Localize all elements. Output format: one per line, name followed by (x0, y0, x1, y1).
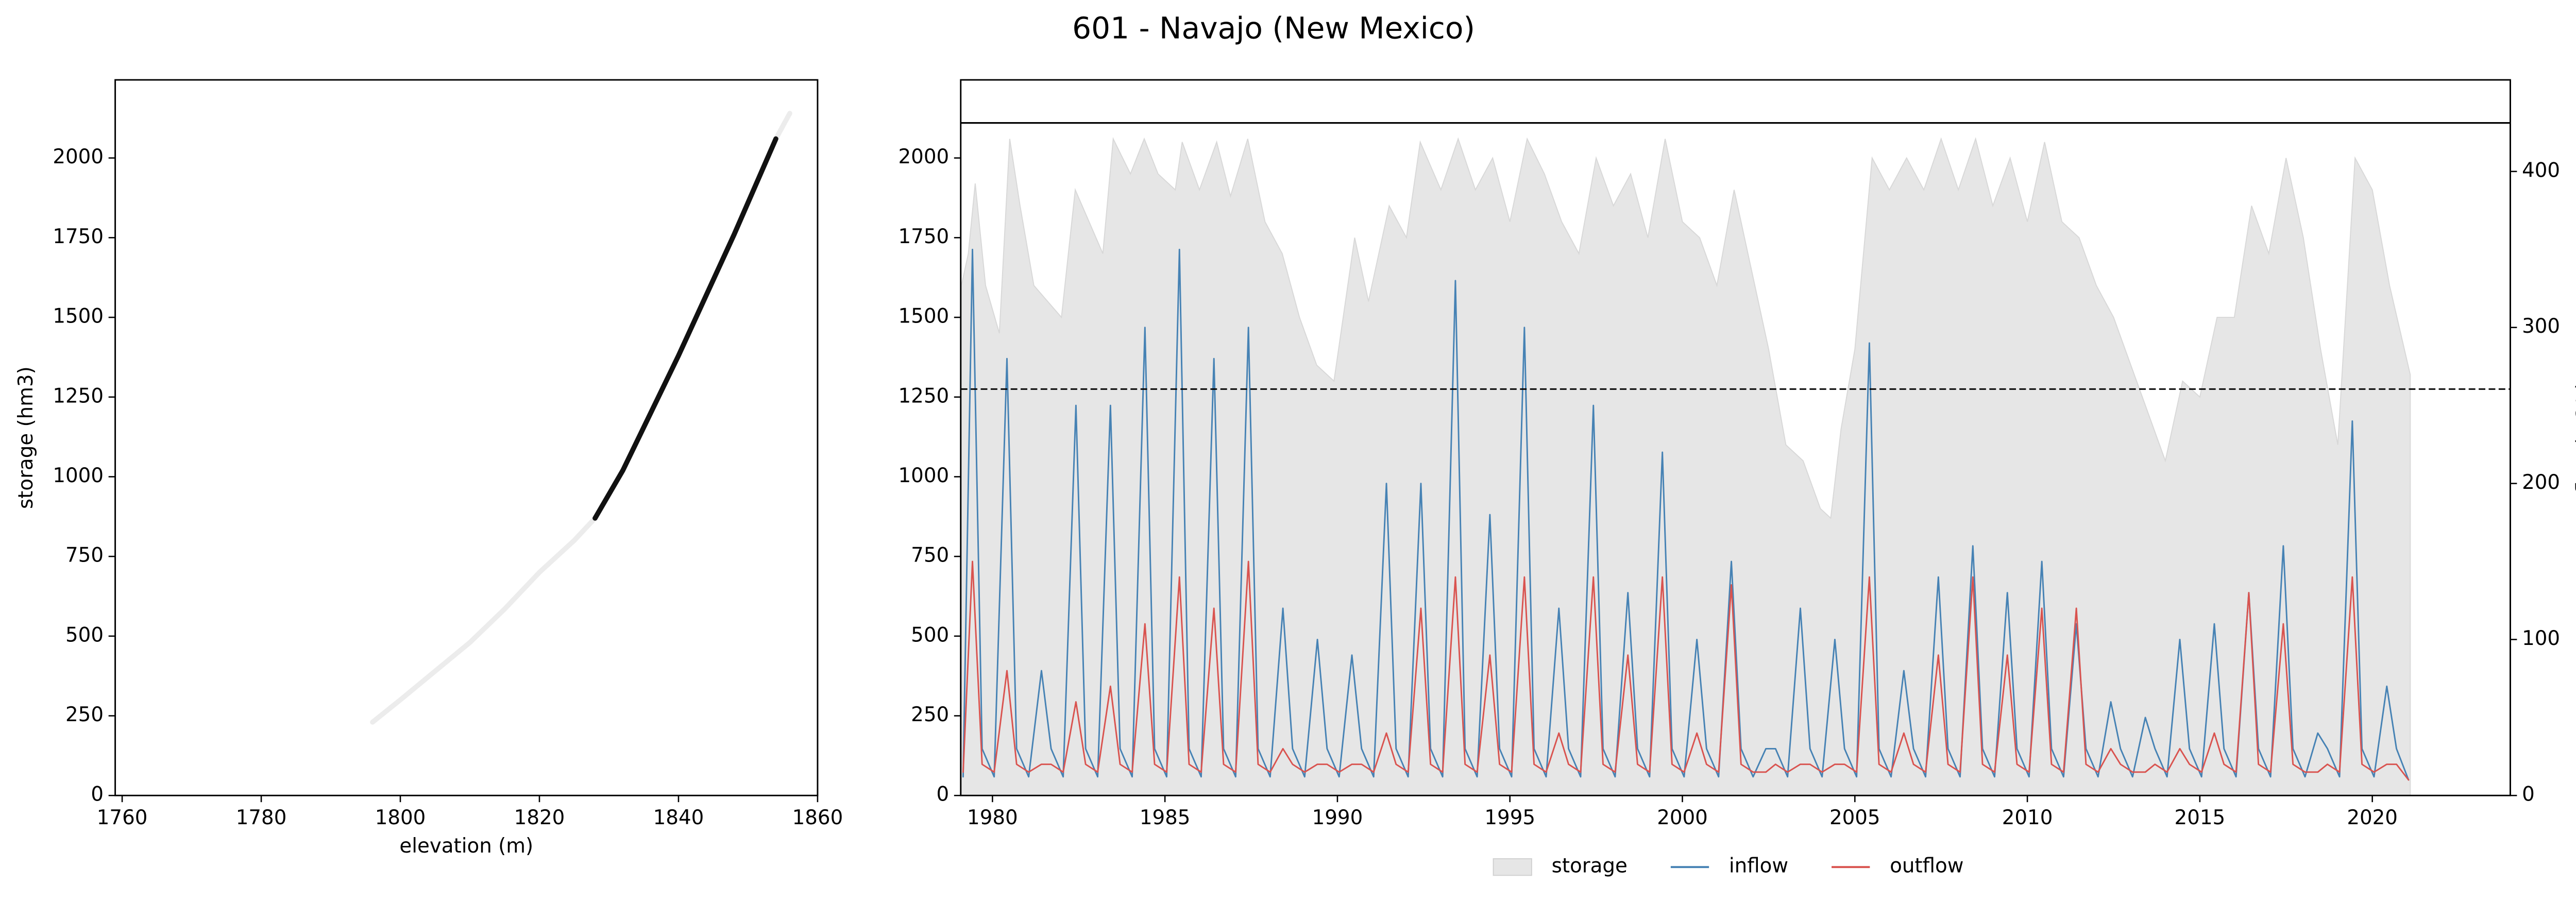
x-tick-label: 2010 (2002, 806, 2053, 829)
y-tick-label: 2000 (53, 145, 104, 168)
x-tick-label: 1980 (967, 806, 1018, 829)
plot-frame (114, 79, 819, 796)
x-tick-label: 2005 (1829, 806, 1880, 829)
series-line (962, 248, 2410, 781)
x-tick-label: 2020 (2347, 806, 2398, 829)
y2-tick-label: 0 (2522, 783, 2535, 806)
y-tick-label: 1000 (899, 464, 950, 487)
figure-title: 601 - Navajo (New Mexico) (1072, 10, 1475, 45)
y-tick-label: 1500 (53, 305, 104, 328)
series-line (592, 136, 778, 521)
y-tick-label: 1250 (53, 384, 104, 407)
y-tick-label: 750 (911, 544, 949, 567)
y-tick-label: 0 (91, 783, 104, 806)
x-tick-label: 1990 (1312, 806, 1363, 829)
y-tick-label: 1750 (53, 225, 104, 248)
y-tick-label: 500 (911, 623, 949, 646)
y-tick-label: 750 (65, 544, 104, 567)
y-tick-label: 250 (911, 703, 949, 726)
x-tick-label: 1820 (514, 806, 565, 829)
y-tick-label: 0 (936, 783, 949, 806)
x-axis-label: elevation (m) (399, 835, 533, 858)
x-tick-label: 1985 (1140, 806, 1191, 829)
x-tick-label: 2000 (1657, 806, 1708, 829)
y-axis-label: storage (hm3) (14, 366, 38, 509)
legend-swatch (1493, 858, 1532, 876)
y-tick-label: 250 (65, 703, 104, 726)
y2-tick-label: 300 (2522, 315, 2560, 338)
y-tick-label: 1250 (899, 384, 950, 407)
y-tick-label: 2000 (899, 145, 950, 168)
legend-label: inflow (1729, 855, 1788, 878)
legend-label: outflow (1890, 855, 1963, 878)
y2-tick-label: 200 (2522, 471, 2560, 494)
legend-label: storage (1552, 855, 1628, 878)
x-tick-label: 1800 (375, 806, 426, 829)
x-tick-label: 1860 (792, 806, 843, 829)
series-line (370, 111, 792, 725)
x-tick-label: 1840 (653, 806, 704, 829)
series-line (962, 560, 2410, 781)
y-tick-label: 500 (65, 623, 104, 646)
x-tick-label: 1760 (97, 806, 148, 829)
plot-frame (960, 79, 2511, 796)
y2-tick-label: 400 (2522, 159, 2560, 182)
y-tick-label: 1000 (53, 464, 104, 487)
y-tick-label: 1500 (899, 305, 950, 328)
y-tick-label: 1750 (899, 225, 950, 248)
y2-axis-label: flow (m3/s) (2572, 382, 2576, 494)
x-tick-label: 1995 (1484, 806, 1535, 829)
plot-area (370, 111, 792, 725)
x-tick-label: 2015 (2175, 806, 2226, 829)
y2-tick-label: 100 (2522, 627, 2560, 650)
x-tick-label: 1780 (236, 806, 287, 829)
